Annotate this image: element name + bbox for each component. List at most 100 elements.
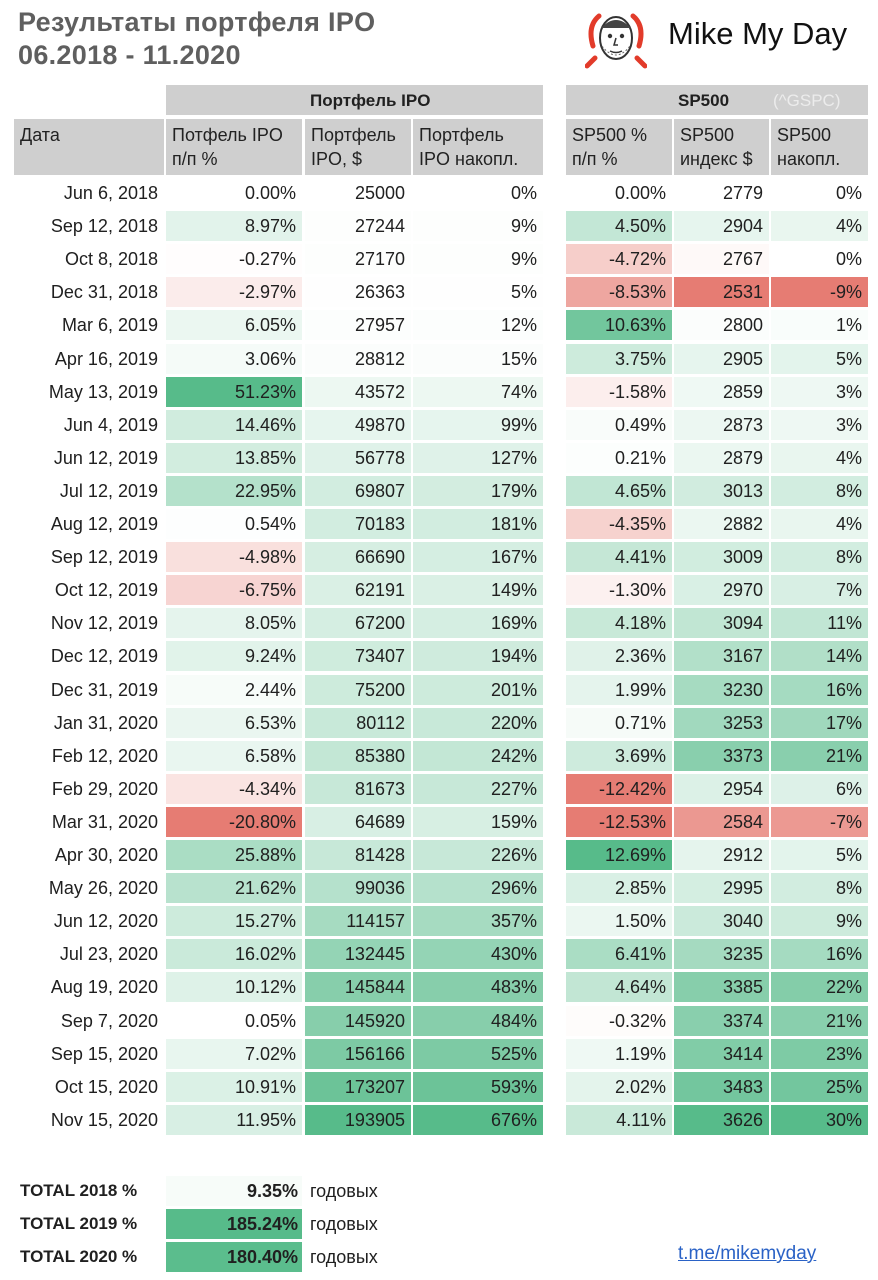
cell-ipo-pct: 6.58% [166, 741, 302, 771]
column-header-ipo-value: Портфель IPO, $ [305, 119, 411, 175]
cell-sp-pct: 4.50% [566, 211, 672, 241]
cell-ipo-value: 70183 [305, 509, 411, 539]
cell-sp-index: 3235 [674, 939, 769, 969]
cell-ipo-pct: 10.12% [166, 972, 302, 1002]
cell-ipo-value: 173207 [305, 1072, 411, 1102]
cell-ipo-cum: 227% [413, 774, 543, 804]
cell-ipo-value: 27170 [305, 244, 411, 274]
cell-ipo-value: 75200 [305, 675, 411, 705]
cell-ipo-pct: 51.23% [166, 377, 302, 407]
cell-date: Jan 31, 2020 [14, 708, 164, 738]
ipo-group-label: Портфель IPO [310, 91, 431, 110]
cell-sp-pct: 4.41% [566, 542, 672, 572]
cell-ipo-pct: 8.97% [166, 211, 302, 241]
cell-ipo-value: 27244 [305, 211, 411, 241]
cell-sp-cum: 4% [771, 443, 868, 473]
cell-ipo-cum: 167% [413, 542, 543, 572]
cell-date: Apr 30, 2020 [14, 840, 164, 870]
cell-ipo-pct: -0.27% [166, 244, 302, 274]
cell-ipo-pct: 10.91% [166, 1072, 302, 1102]
cell-sp-pct: -12.42% [566, 774, 672, 804]
cell-sp-index: 2767 [674, 244, 769, 274]
cell-sp-pct: -8.53% [566, 277, 672, 307]
cell-sp-cum: 25% [771, 1072, 868, 1102]
cell-sp-cum: -7% [771, 807, 868, 837]
total-label: TOTAL 2018 % [20, 1181, 138, 1200]
cell-ipo-pct: 11.95% [166, 1105, 302, 1135]
cell-sp-pct: 10.63% [566, 310, 672, 340]
cell-ipo-value: 81428 [305, 840, 411, 870]
cell-sp-cum: 8% [771, 873, 868, 903]
cell-sp-index: 3414 [674, 1039, 769, 1069]
cell-sp-cum: 4% [771, 211, 868, 241]
cell-date: Oct 15, 2020 [14, 1072, 164, 1102]
cell-ipo-value: 81673 [305, 774, 411, 804]
cell-date: Jun 4, 2019 [14, 410, 164, 440]
cell-ipo-cum: 169% [413, 608, 543, 638]
cell-ipo-pct: 14.46% [166, 410, 302, 440]
cell-ipo-cum: 159% [413, 807, 543, 837]
cell-sp-cum: 14% [771, 641, 868, 671]
cell-ipo-cum: 149% [413, 575, 543, 605]
cell-date: Mar 6, 2019 [14, 310, 164, 340]
cell-ipo-cum: 9% [413, 244, 543, 274]
cell-sp-cum: 7% [771, 575, 868, 605]
cell-ipo-cum: 676% [413, 1105, 543, 1135]
cell-sp-cum: 8% [771, 542, 868, 572]
cell-sp-cum: 6% [771, 774, 868, 804]
cell-ipo-pct: 0.00% [166, 178, 302, 208]
cell-sp-index: 3385 [674, 972, 769, 1002]
column-header-sp-pct: SP500 % п/п % [566, 119, 672, 175]
cell-ipo-pct: 13.85% [166, 443, 302, 473]
cell-date: Oct 12, 2019 [14, 575, 164, 605]
cell-date: Nov 12, 2019 [14, 608, 164, 638]
cell-ipo-cum: 220% [413, 708, 543, 738]
total-unit: годовых [310, 1247, 378, 1267]
ipo-group-header: Портфель IPO [166, 85, 543, 115]
cell-ipo-cum: 296% [413, 873, 543, 903]
column-header-ipo-cum: Портфель IPO накопл. [413, 119, 543, 175]
cell-sp-cum: 17% [771, 708, 868, 738]
cell-sp-pct: 12.69% [566, 840, 672, 870]
cell-ipo-cum: 15% [413, 344, 543, 374]
cell-ipo-cum: 181% [413, 509, 543, 539]
cell-ipo-cum: 483% [413, 972, 543, 1002]
cell-sp-index: 2912 [674, 840, 769, 870]
cell-sp-pct: 1.50% [566, 906, 672, 936]
cell-ipo-value: 132445 [305, 939, 411, 969]
cell-ipo-cum: 593% [413, 1072, 543, 1102]
cell-ipo-pct: -2.97% [166, 277, 302, 307]
cell-sp-pct: -1.58% [566, 377, 672, 407]
cell-ipo-pct: -4.34% [166, 774, 302, 804]
cell-date: Feb 29, 2020 [14, 774, 164, 804]
cell-sp-index: 3253 [674, 708, 769, 738]
cell-ipo-pct: 22.95% [166, 476, 302, 506]
cell-ipo-pct: 16.02% [166, 939, 302, 969]
cell-sp-index: 2873 [674, 410, 769, 440]
cell-ipo-value: 26363 [305, 277, 411, 307]
cell-ipo-pct: 0.05% [166, 1006, 302, 1036]
cell-ipo-pct: 21.62% [166, 873, 302, 903]
cell-sp-cum: 30% [771, 1105, 868, 1135]
cell-sp-index: 2859 [674, 377, 769, 407]
cell-sp-cum: 9% [771, 906, 868, 936]
cell-ipo-value: 25000 [305, 178, 411, 208]
cell-sp-index: 3009 [674, 542, 769, 572]
total-unit: годовых [310, 1214, 378, 1234]
cell-sp-pct: 6.41% [566, 939, 672, 969]
cell-ipo-cum: 12% [413, 310, 543, 340]
cell-ipo-value: 67200 [305, 608, 411, 638]
cell-date: Apr 16, 2019 [14, 344, 164, 374]
cell-ipo-cum: 9% [413, 211, 543, 241]
cell-sp-cum: 16% [771, 939, 868, 969]
cell-sp-index: 3040 [674, 906, 769, 936]
cell-date: Jun 6, 2018 [14, 178, 164, 208]
cell-ipo-value: 156166 [305, 1039, 411, 1069]
cell-ipo-cum: 194% [413, 641, 543, 671]
cell-sp-index: 3167 [674, 641, 769, 671]
cell-sp-cum: 0% [771, 178, 868, 208]
telegram-link[interactable]: t.me/mikemyday [678, 1243, 817, 1264]
column-header-ipo-pct: Потфель IPO п/п % [166, 119, 302, 175]
cell-date: Jul 12, 2019 [14, 476, 164, 506]
cell-ipo-cum: 484% [413, 1006, 543, 1036]
